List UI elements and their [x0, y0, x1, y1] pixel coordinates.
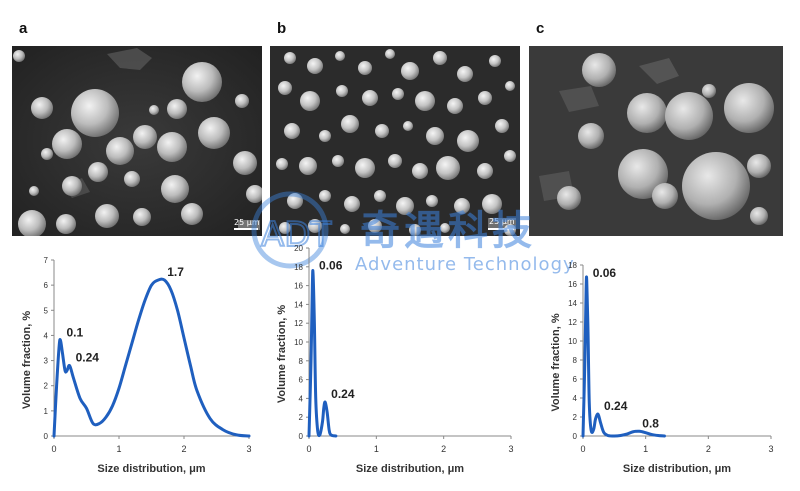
x-tick-label: 2	[706, 444, 711, 454]
chart-a: 0 1 2 3 0 1 2 3 4 5 6 7 Size distribution, μm Volume …	[0, 248, 265, 491]
peak-annotation: 0.24	[76, 351, 100, 365]
scale-bar-a	[234, 228, 258, 230]
y-tick-label: 4	[44, 331, 49, 340]
y-tick-label: 4	[573, 394, 578, 403]
chart-a-svg: 0 1 2 3 0 1 2 3 4 5 6 7 Size distribution, μm Volume …	[0, 248, 265, 486]
peak-annotation: 0.06	[319, 258, 343, 272]
y-tick-label: 2	[299, 413, 304, 422]
peak-annotation: 0.8	[642, 416, 659, 430]
y-tick-label: 8	[299, 357, 304, 366]
y-tick-label: 6	[573, 375, 578, 384]
panel-label-c: c	[536, 20, 544, 37]
x-tick-label: 3	[508, 444, 513, 454]
sem-image-a: 25 μm	[12, 46, 262, 236]
x-axis-label: Size distribution, μm	[623, 463, 731, 475]
scale-bar-b	[488, 228, 514, 230]
x-tick-label: 0	[580, 444, 585, 454]
x-tick-label: 3	[246, 444, 251, 454]
y-tick-label: 14	[294, 300, 303, 309]
y-tick-label: 2	[44, 382, 49, 391]
peak-annotation: 0.1	[67, 325, 84, 339]
scale-label-a: 25 μm	[234, 218, 260, 227]
x-tick-label: 1	[116, 444, 121, 454]
y-axis-label: Volume fraction, %	[21, 311, 33, 409]
y-tick-label: 18	[568, 261, 577, 270]
y-tick-label: 3	[44, 357, 49, 366]
y-tick-label: 5	[44, 306, 49, 315]
x-tick-label: 2	[181, 444, 186, 454]
peak-annotation: 1.7	[167, 265, 184, 279]
series-line	[309, 271, 336, 436]
x-tick-label: 0	[306, 444, 311, 454]
y-tick-label: 0	[573, 432, 578, 441]
x-tick-label: 0	[51, 444, 56, 454]
y-tick-label: 12	[568, 318, 577, 327]
y-axis-label: Volume fraction, %	[550, 313, 562, 411]
x-axis-label: Size distribution, μm	[356, 463, 464, 475]
y-tick-label: 16	[568, 280, 577, 289]
sem-image-b: 25 μm	[270, 46, 520, 236]
y-axis-label: Volume fraction, %	[276, 305, 288, 403]
y-tick-label: 0	[44, 432, 49, 441]
x-tick-label: 1	[643, 444, 648, 454]
y-tick-label: 10	[568, 337, 577, 346]
panel-label-b: b	[277, 20, 286, 37]
y-tick-label: 20	[294, 244, 303, 253]
sem-image-c	[529, 46, 783, 236]
y-tick-label: 4	[299, 394, 304, 403]
y-tick-label: 8	[573, 356, 578, 365]
y-tick-label: 12	[294, 319, 303, 328]
y-tick-label: 18	[294, 263, 303, 272]
peak-annotation: 0.06	[593, 266, 617, 280]
y-tick-label: 2	[573, 413, 578, 422]
y-tick-label: 14	[568, 299, 577, 308]
y-tick-label: 16	[294, 282, 303, 291]
x-axis-label: Size distribution, μm	[97, 463, 205, 475]
y-tick-label: 7	[44, 256, 49, 265]
peak-annotation: 0.24	[331, 387, 355, 401]
panel-label-a: a	[19, 20, 27, 37]
x-tick-label: 1	[374, 444, 379, 454]
x-tick-label: 2	[441, 444, 446, 454]
scale-label-b: 25 μm	[489, 217, 515, 226]
y-tick-label: 6	[299, 376, 304, 385]
y-tick-label: 10	[294, 338, 303, 347]
y-tick-label: 1	[44, 407, 49, 416]
y-tick-label: 6	[44, 281, 49, 290]
peak-annotation: 0.24	[604, 399, 628, 413]
x-tick-label: 3	[768, 444, 773, 454]
y-tick-label: 0	[299, 432, 304, 441]
